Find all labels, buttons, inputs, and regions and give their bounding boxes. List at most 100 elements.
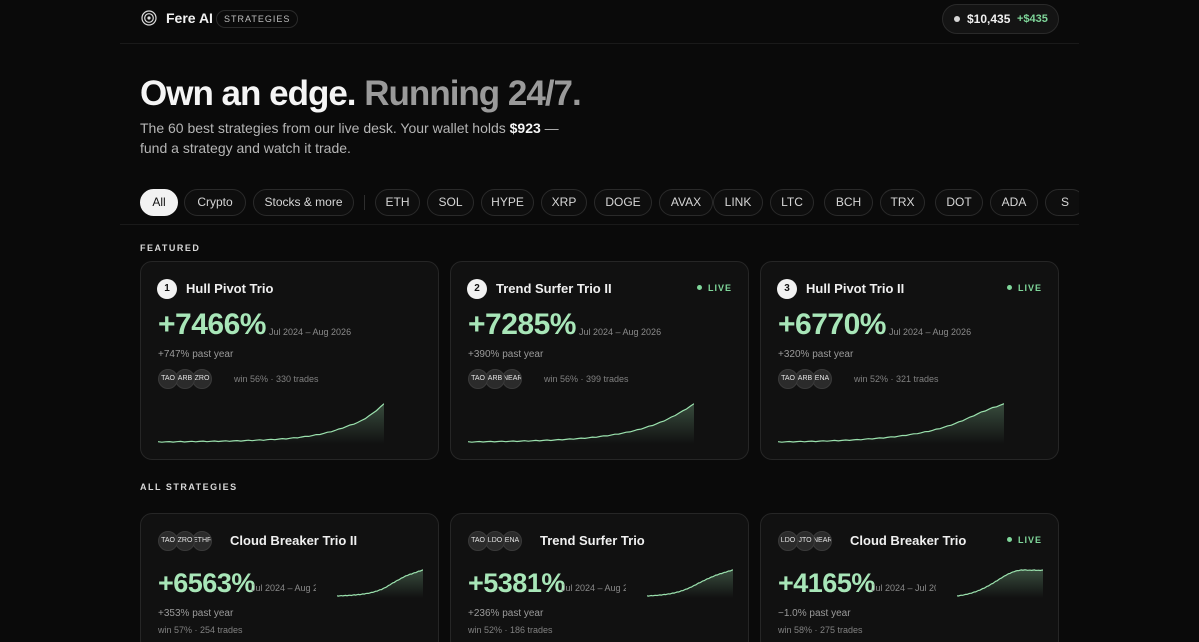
token-badge-arb: ARB <box>795 369 815 389</box>
win-trades-stats: win 56% · 330 trades <box>234 374 319 384</box>
live-indicator: LIVE <box>696 283 732 293</box>
equity-area <box>158 403 384 444</box>
filter-pill-link[interactable]: LINK <box>713 189 763 216</box>
token-stack: TAO ARB ZRO <box>158 369 213 389</box>
token-stack: TAO ARB ENA <box>778 369 833 389</box>
filter-pill-avax[interactable]: AVAX <box>659 189 713 216</box>
wallet-balance-button[interactable]: $10,435 +$435 <box>942 4 1059 34</box>
win-trades-stats: win 58% · 275 trades <box>778 625 863 635</box>
strategy-name[interactable]: Hull Pivot Trio <box>186 281 274 296</box>
brand-name[interactable]: Fere AI <box>166 10 213 26</box>
filter-pill-sol[interactable]: SOL <box>427 189 474 216</box>
token-stack: LDO JTO NEAR <box>778 531 833 551</box>
token-badge-tao: TAO <box>158 531 178 551</box>
token-badge-near: NEAR <box>812 531 832 551</box>
past-year-return: +236% past year <box>468 608 544 619</box>
featured-strategy-card[interactable]: 1 Hull Pivot Trio +7466% Jul 2024 – Aug 202… <box>140 261 439 460</box>
featured-strategy-card[interactable]: 3 Hull Pivot Trio II LIVE +6770% Jul 2024 – … <box>760 261 1059 460</box>
strategy-name[interactable]: Trend Surfer Trio II <box>496 281 612 296</box>
wallet-amount: $923 <box>509 120 541 136</box>
token-badge-ena: ENA <box>812 369 832 389</box>
featured-strategy-card[interactable]: 2 Trend Surfer Trio II LIVE +7285% Jul 2024 … <box>450 261 749 460</box>
live-label: LIVE <box>707 283 732 293</box>
total-return: +7466% <box>158 308 266 341</box>
live-indicator: LIVE <box>1006 535 1042 545</box>
title-part-b: Running 24/7. <box>364 74 581 113</box>
equity-area <box>468 403 694 444</box>
filter-pill-eth[interactable]: ETH <box>375 189 420 216</box>
strategy-name[interactable]: Trend Surfer Trio <box>540 533 645 548</box>
token-badge-zro: ZRO <box>175 531 195 551</box>
date-range: Jul 2024 – Aug 2026 <box>579 327 662 337</box>
filter-pill-dot[interactable]: DOT <box>935 189 983 216</box>
total-return: +7285% <box>468 308 576 341</box>
page-title: Own an edge. Running 24/7. <box>140 74 582 114</box>
date-range: Jul 2024 – Aug 2026 <box>251 583 316 593</box>
rank-badge: 3 <box>777 279 797 299</box>
filter-divider <box>364 195 365 210</box>
equity-line <box>468 403 694 443</box>
equity-sparkline <box>468 403 694 444</box>
strategy-card[interactable]: TAO ZRO ETHFI Cloud Breaker Trio II +6563% Ju… <box>140 513 439 642</box>
strategy-name[interactable]: Hull Pivot Trio II <box>806 281 905 296</box>
live-dot-icon <box>696 285 702 290</box>
equity-line <box>337 569 423 597</box>
filter-pill-bch[interactable]: BCH <box>824 189 873 216</box>
token-badge-near: NEAR <box>502 369 522 389</box>
wallet-status-dot <box>954 16 960 22</box>
token-badge-ethfi: ETHFI <box>192 531 212 551</box>
token-stack: TAO ARB NEAR <box>468 369 523 389</box>
fere-logo-icon[interactable] <box>141 10 157 26</box>
page-subtitle: The 60 best strategies from our live des… <box>140 118 570 158</box>
win-trades-stats: win 56% · 399 trades <box>544 374 629 384</box>
all-strategies-label: ALL STRATEGIES <box>140 482 238 492</box>
token-badge-tao: TAO <box>778 369 798 389</box>
total-return: +6770% <box>778 308 886 341</box>
total-return: +4165% <box>778 568 875 598</box>
filter-pill-stocks-more[interactable]: Stocks & more <box>253 189 354 216</box>
filter-pill-doge[interactable]: DOGE <box>594 189 652 216</box>
live-dot-icon <box>1006 285 1012 290</box>
top-bar: Fere AI STRATEGIES $10,435 +$435 <box>120 0 1079 44</box>
filter-pill-trx[interactable]: TRX <box>880 189 925 216</box>
wallet-balance: $10,435 <box>967 12 1011 26</box>
strategy-card[interactable]: LDO JTO NEAR Cloud Breaker Trio LIVE +4165% Ju… <box>760 513 1059 642</box>
featured-label: FEATURED <box>140 243 201 253</box>
strategy-name[interactable]: Cloud Breaker Trio II <box>230 533 358 548</box>
token-badge-ldo: LDO <box>485 531 505 551</box>
equity-sparkline <box>337 569 423 598</box>
equity-area <box>647 569 733 598</box>
equity-sparkline <box>647 569 733 598</box>
total-return: +6563% <box>158 568 255 598</box>
filter-pill-all[interactable]: All <box>140 189 178 216</box>
live-dot-icon <box>1006 537 1012 542</box>
filter-pill-s[interactable]: S <box>1045 189 1079 216</box>
filter-pill-ltc[interactable]: LTC <box>770 189 814 216</box>
win-trades-stats: win 52% · 321 trades <box>854 374 939 384</box>
filter-divider-line <box>120 224 1079 225</box>
token-badge-arb: ARB <box>485 369 505 389</box>
filter-pill-hype[interactable]: HYPE <box>481 189 534 216</box>
win-trades-stats: win 57% · 254 trades <box>158 625 243 635</box>
date-range: Jul 2024 – Jul 2026 <box>871 583 936 593</box>
token-badge-tao: TAO <box>158 369 178 389</box>
past-year-return: +353% past year <box>158 608 234 619</box>
rank-badge: 2 <box>467 279 487 299</box>
past-year-return: +320% past year <box>778 349 854 360</box>
date-range: Jul 2024 – Aug 2026 <box>889 327 972 337</box>
wallet-gain: +$435 <box>1017 13 1048 25</box>
strategy-card[interactable]: TAO LDO ENA Trend Surfer Trio +5381% Jul 2024… <box>450 513 749 642</box>
filter-pill-crypto[interactable]: Crypto <box>184 189 246 216</box>
filter-pill-ada[interactable]: ADA <box>990 189 1038 216</box>
live-label: LIVE <box>1017 283 1042 293</box>
strategy-name[interactable]: Cloud Breaker Trio <box>850 533 967 548</box>
equity-sparkline <box>778 403 1004 444</box>
past-year-return: +747% past year <box>158 349 234 360</box>
rank-badge: 1 <box>157 279 177 299</box>
token-badge-tao: TAO <box>468 369 488 389</box>
filter-pill-xrp[interactable]: XRP <box>541 189 587 216</box>
title-part-a: Own an edge. <box>140 74 357 113</box>
equity-sparkline <box>158 403 384 444</box>
token-badge-jto: JTO <box>795 531 815 551</box>
equity-line <box>778 403 1004 443</box>
